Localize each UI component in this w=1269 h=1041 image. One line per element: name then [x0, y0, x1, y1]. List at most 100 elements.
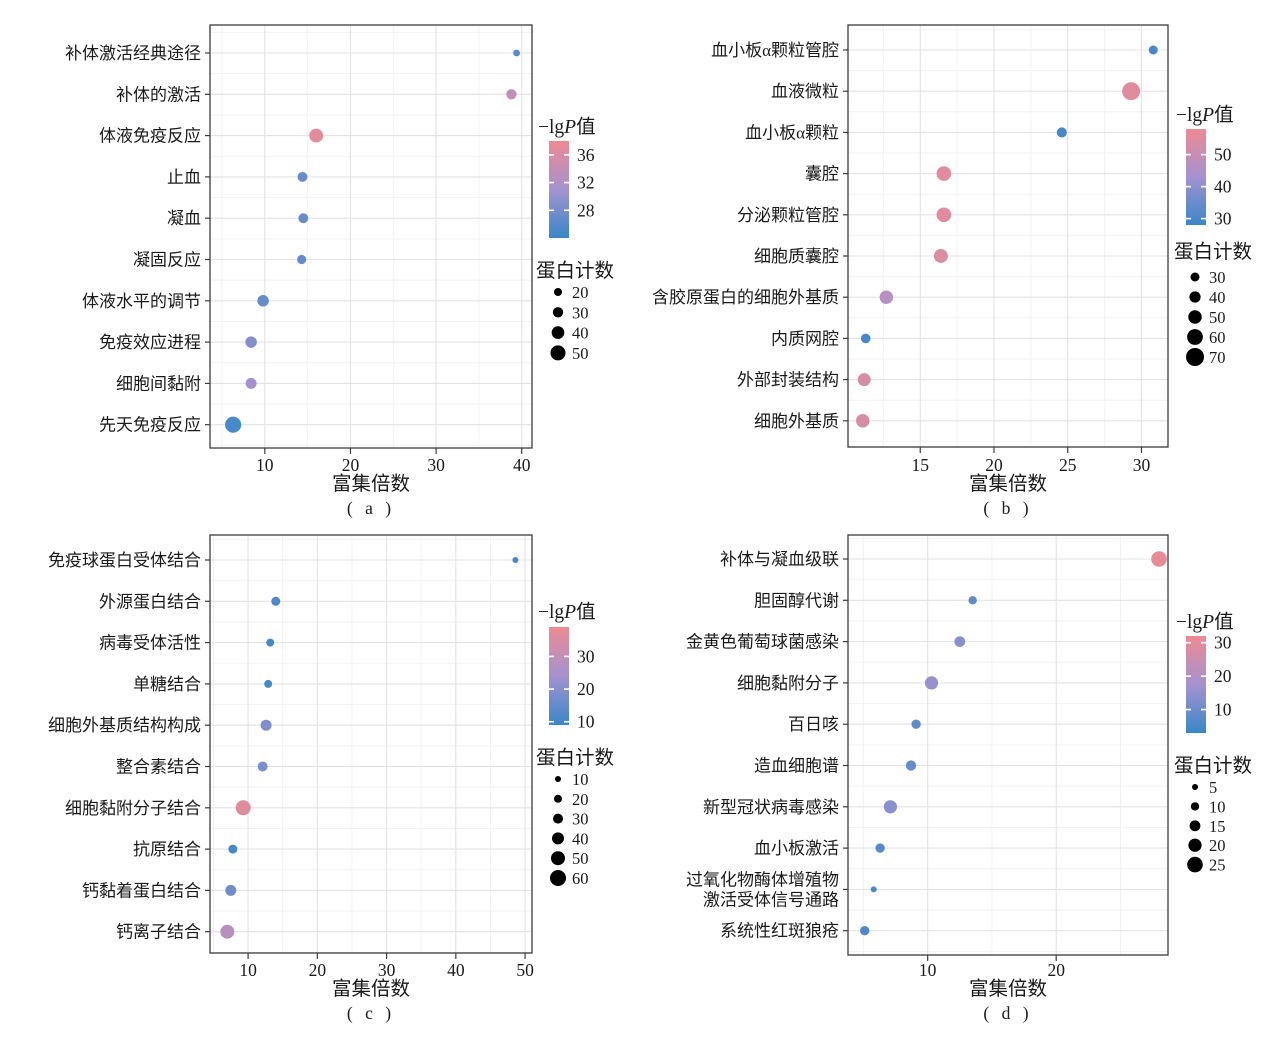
data-point	[933, 249, 948, 263]
data-point	[870, 886, 877, 893]
panel-d: 补体与凝血级联胆固醇代谢金黄色葡萄球菌感染细胞黏附分子百日咳造血细胞谱新型冠状病…	[686, 534, 1252, 1023]
size-legend-title: 蛋白计数	[1174, 241, 1252, 263]
color-legend-title: −lgP值	[1176, 611, 1234, 633]
y-axis-label: 血液微粒	[771, 82, 839, 101]
data-point	[1122, 82, 1141, 101]
data-point	[857, 373, 871, 387]
x-tick-label: 20	[309, 960, 327, 980]
size-legend-label: 50	[572, 849, 589, 868]
data-point	[1056, 127, 1067, 138]
data-point	[879, 290, 894, 304]
data-point	[266, 638, 275, 647]
data-point	[911, 719, 921, 729]
panel-caption: ( c )	[347, 1003, 395, 1023]
size-legend-label: 50	[572, 344, 589, 363]
data-point	[220, 924, 235, 939]
size-legend-dot	[1188, 838, 1202, 852]
data-point	[860, 926, 870, 936]
y-axis-label: 钙黏着蛋白结合	[82, 881, 201, 900]
color-legend-tick-label: 30	[577, 646, 595, 666]
panel-caption: ( d )	[983, 1003, 1032, 1023]
y-axis-label: 止血	[167, 168, 201, 187]
color-legend-tick-label: 40	[1214, 177, 1232, 197]
data-point	[936, 166, 952, 181]
color-legend-bar	[1186, 636, 1206, 733]
size-legend-dot	[550, 870, 566, 886]
data-point	[1151, 551, 1167, 567]
data-point	[883, 800, 898, 814]
panel-caption: ( a )	[347, 498, 395, 518]
data-point	[855, 414, 870, 428]
data-point	[260, 719, 272, 731]
data-point	[271, 596, 281, 606]
x-axis-title: 富集倍数	[332, 473, 410, 495]
size-legend-label: 25	[1209, 856, 1226, 875]
color-legend-tick-label: 20	[577, 679, 595, 699]
x-tick-label: 10	[239, 960, 257, 980]
size-legend-dot	[1188, 310, 1202, 324]
color-legend-title: −lgP值	[538, 116, 596, 138]
color-legend-tick-label: 28	[577, 200, 595, 220]
y-axis-label: 细胞黏附分子	[737, 674, 839, 693]
size-legend-label: 50	[1209, 308, 1226, 327]
y-axis-label: 免疫球蛋白受体结合	[48, 551, 201, 570]
y-axis-label: 细胞外基质结构构成	[48, 716, 201, 735]
data-point	[924, 676, 939, 690]
data-point	[860, 333, 871, 344]
size-legend-label: 20	[572, 790, 589, 809]
y-axis-label: 细胞外基质	[754, 412, 839, 431]
x-tick-label: 20	[342, 455, 360, 475]
size-legend-dot	[1190, 802, 1200, 811]
y-axis-label: 补体激活经典途径	[65, 44, 201, 63]
size-legend-dot	[551, 326, 565, 339]
size-legend-dot	[555, 776, 561, 782]
size-legend-label: 20	[1209, 836, 1226, 855]
size-legend-dot	[553, 813, 563, 824]
data-point	[225, 884, 237, 896]
data-point	[225, 416, 242, 433]
y-axis-label: 囊腔	[805, 165, 839, 184]
data-point	[506, 89, 517, 100]
data-point	[309, 128, 324, 143]
x-tick-label: 25	[1059, 455, 1077, 475]
plot-area	[210, 25, 532, 448]
size-legend-label: 30	[1209, 268, 1226, 287]
color-legend-tick-label: 10	[1214, 700, 1232, 720]
y-axis-label: 血小板α颗粒	[745, 123, 839, 142]
x-tick-label: 20	[985, 455, 1003, 475]
size-legend-dot	[554, 794, 562, 803]
x-tick-label: 15	[912, 455, 930, 475]
x-axis-title: 富集倍数	[969, 978, 1047, 1000]
size-legend-title: 蛋白计数	[1174, 755, 1252, 777]
size-legend-dot	[1189, 820, 1201, 832]
data-point	[264, 679, 273, 688]
x-tick-label: 20	[1047, 960, 1065, 980]
size-legend-label: 30	[572, 303, 589, 322]
data-point	[228, 844, 238, 854]
color-legend-tick-label: 20	[1214, 666, 1232, 686]
panel-caption: ( b )	[983, 498, 1032, 518]
size-legend-dot	[551, 851, 565, 866]
x-tick-label: 40	[513, 455, 531, 475]
color-legend-bar	[549, 627, 569, 725]
y-axis-label: 单糖结合	[133, 675, 201, 694]
data-point	[954, 636, 966, 647]
size-legend-label: 70	[1209, 348, 1226, 367]
y-axis-label: 体液免疫反应	[99, 127, 201, 146]
y-axis-label: 外源蛋白结合	[99, 592, 201, 611]
size-legend-label: 60	[1209, 328, 1226, 347]
x-tick-label: 40	[447, 960, 465, 980]
y-axis-label: 补体的激活	[116, 85, 201, 104]
y-axis-label: 过氧化物酶体增殖物激活受体信号通路	[686, 870, 839, 909]
y-axis-label: 细胞质囊腔	[754, 247, 839, 266]
color-legend-tick-label: 50	[1214, 145, 1232, 165]
y-axis-label: 免疫效应进程	[99, 333, 201, 352]
y-axis-label: 钙离子结合	[116, 923, 201, 942]
size-legend-label: 40	[1209, 288, 1226, 307]
size-legend-dot	[554, 288, 562, 296]
data-point	[968, 596, 977, 605]
data-point	[512, 557, 519, 563]
data-point	[257, 761, 268, 772]
